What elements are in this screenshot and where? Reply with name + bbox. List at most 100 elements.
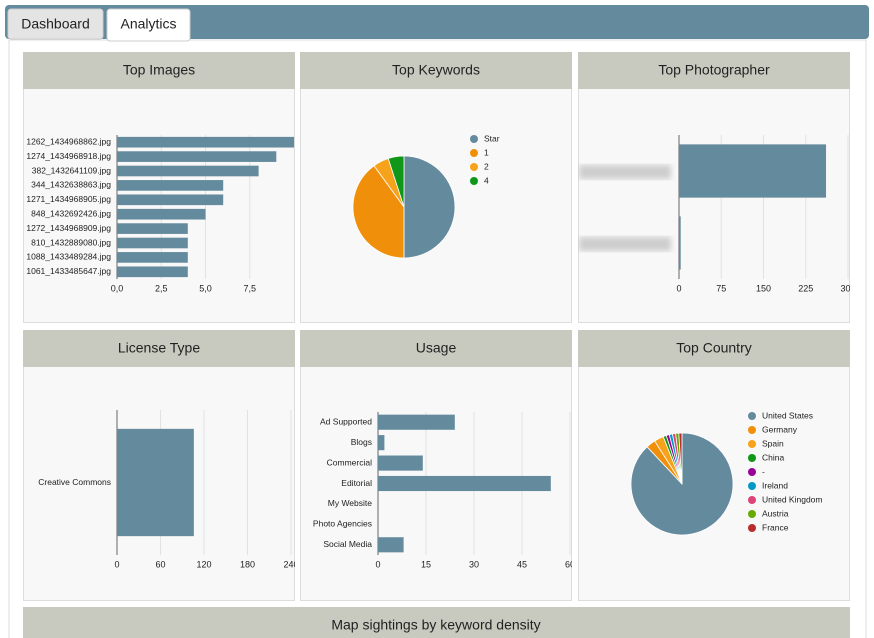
legend-label: China	[762, 452, 784, 462]
panel-title: Top Images	[123, 62, 195, 78]
x-tick-label: 75	[716, 283, 726, 293]
legend-label: Germany	[762, 424, 798, 434]
legend-marker	[748, 454, 756, 462]
panel-title: Top Keywords	[392, 62, 480, 78]
y-tick-label: Commercial	[327, 457, 372, 467]
x-tick-label: 180	[240, 559, 255, 569]
bar	[378, 455, 423, 471]
panel-header	[23, 52, 295, 89]
bar	[679, 216, 681, 270]
legend-label: Spain	[762, 438, 784, 448]
panel-header	[23, 330, 295, 367]
x-tick-label: 150	[756, 283, 771, 293]
legend-marker	[748, 468, 756, 476]
pie-slice	[352, 165, 405, 259]
pie-slice	[403, 155, 456, 259]
legend-marker	[470, 163, 478, 171]
bar	[378, 435, 385, 451]
y-tick-label: Social Media	[323, 539, 372, 549]
legend-marker	[470, 177, 478, 185]
bar	[117, 151, 277, 162]
bar	[117, 237, 188, 249]
tab-active[interactable]	[106, 8, 191, 42]
x-tick-label: 5,0	[199, 283, 212, 293]
x-tick-label: 2,5	[155, 283, 168, 293]
panel: Top Country United States Germany Spain Chin…	[578, 330, 850, 601]
panel: Top Keywords Star 1 2 4	[300, 52, 572, 323]
x-tick-label: 45	[517, 559, 527, 569]
legend-label: Star	[484, 133, 500, 143]
bar	[378, 537, 404, 553]
bar	[117, 165, 259, 177]
x-tick-label: 240	[283, 559, 298, 569]
x-tick-label: 30	[469, 559, 479, 569]
y-tick-label: 344_1432638863.jpg	[31, 180, 111, 190]
bar	[117, 428, 194, 537]
panel-title: Top Photographer	[658, 62, 770, 78]
legend-marker	[748, 440, 756, 448]
panel: Top Photographer 0 75 150 225 300	[578, 52, 855, 323]
legend-marker	[470, 135, 478, 143]
panel-title: Usage	[416, 340, 457, 356]
legend-label: 2	[484, 161, 489, 171]
pie-slice	[387, 155, 405, 208]
y-tick-label: Blogs	[351, 437, 372, 447]
blurred-label	[579, 237, 671, 251]
y-tick-label: 1271_1434968905.jpg	[26, 194, 111, 204]
tab[interactable]	[7, 8, 104, 40]
x-tick-label: 60	[155, 559, 165, 569]
panel-header	[300, 52, 572, 89]
legend-marker	[748, 510, 756, 518]
pie-slice	[678, 432, 683, 485]
legend-label: -	[762, 466, 765, 476]
panel-header	[23, 607, 850, 638]
legend-label: Austria	[762, 508, 789, 518]
y-tick-label: Creative Commons	[38, 477, 111, 487]
legend-marker	[748, 524, 756, 532]
x-tick-label: 300	[840, 283, 855, 293]
panel-title: Map sightings by keyword density	[331, 617, 540, 633]
x-tick-label: 120	[196, 559, 211, 569]
x-tick-label: 60	[565, 559, 575, 569]
bar	[378, 475, 551, 492]
y-tick-label: My Website	[328, 498, 373, 508]
bar	[117, 194, 224, 206]
bar	[117, 136, 294, 148]
bar	[117, 252, 188, 263]
panel: License Type 0 60 120 180 240 Creative Commons	[23, 330, 298, 601]
legend-label: United States	[762, 410, 813, 420]
panel-header	[578, 330, 850, 367]
tab-label[interactable]: Analytics	[120, 16, 176, 32]
y-tick-label: Editorial	[341, 478, 372, 488]
x-tick-label: 15	[421, 559, 431, 569]
bar	[378, 414, 455, 430]
x-tick-label: 0	[114, 559, 119, 569]
y-tick-label: 810_1432889080.jpg	[31, 237, 111, 247]
bar	[117, 180, 224, 191]
legend-marker	[748, 412, 756, 420]
y-tick-label: Ad Supported	[320, 416, 372, 426]
legend-marker	[748, 482, 756, 490]
x-tick-label: 0,0	[111, 283, 124, 293]
bar	[117, 208, 206, 220]
legend-marker	[748, 496, 756, 504]
panel: Usage 0 15 30 45 60 Ad Supported Blogs Commercia…	[300, 330, 575, 601]
y-tick-label: 1262_1434968862.jpg	[26, 136, 111, 146]
y-tick-label: 848_1432692426.jpg	[31, 208, 111, 218]
y-tick-label: 1061_1433485647.jpg	[26, 266, 111, 276]
tab-bar	[5, 5, 869, 39]
y-tick-label: 1274_1434968918.jpg	[26, 151, 111, 161]
y-tick-label: Photo Agencies	[313, 519, 372, 529]
panel-header	[578, 52, 850, 89]
legend-label: United Kingdom	[762, 494, 822, 504]
x-tick-label: 225	[798, 283, 813, 293]
bar	[117, 223, 188, 234]
panel-body	[300, 330, 572, 601]
legend-label: 4	[484, 175, 489, 185]
legend-label: 1	[484, 147, 489, 157]
tab-label[interactable]: Dashboard	[21, 16, 90, 32]
x-tick-label: 0	[676, 283, 681, 293]
blurred-label	[579, 165, 671, 179]
legend-label: France	[762, 522, 789, 532]
